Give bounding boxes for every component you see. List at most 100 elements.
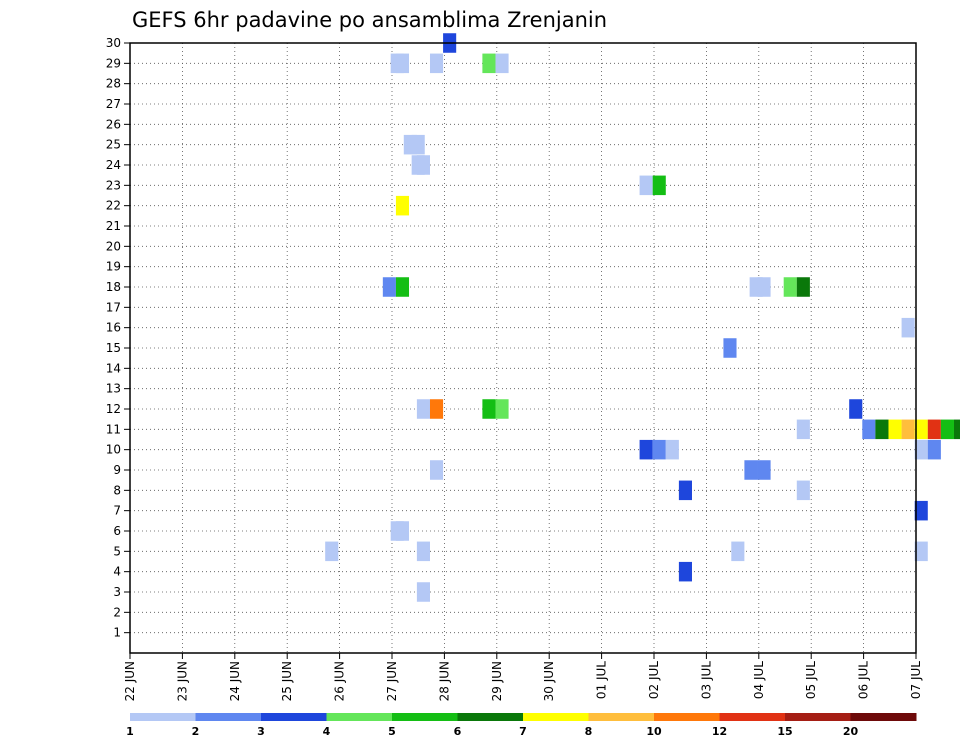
- colorbar-swatch: [130, 713, 196, 721]
- data-cell: [416, 541, 430, 562]
- y-tick-label: 15: [106, 341, 121, 355]
- x-tick-label: 28 JUN: [437, 661, 451, 701]
- colorbar-label: 4: [323, 725, 331, 738]
- data-cell: [914, 500, 928, 521]
- data-cell: [940, 419, 954, 440]
- colorbar-label: 15: [777, 725, 792, 738]
- data-cell: [888, 419, 902, 440]
- data-cell: [395, 53, 410, 74]
- y-tick-label: 12: [106, 402, 121, 416]
- x-tick-label: 30 JUN: [542, 661, 556, 701]
- x-tick-label: 01 JUL: [595, 661, 609, 699]
- data-cell: [382, 277, 396, 297]
- colorbar-swatch: [261, 713, 327, 721]
- x-tick-label: 27 JUN: [385, 661, 399, 701]
- data-cell: [429, 460, 444, 480]
- data-cell: [416, 399, 430, 419]
- data-cell: [796, 419, 810, 440]
- data-cell: [665, 439, 679, 460]
- data-cell: [953, 419, 960, 440]
- y-tick-label: 6: [113, 524, 121, 538]
- colorbar-label: 7: [519, 725, 527, 738]
- data-cell: [411, 134, 425, 155]
- x-tick-label: 25 JUN: [280, 661, 294, 701]
- data-cell: [429, 53, 444, 74]
- colorbar-swatch: [457, 713, 524, 721]
- data-cell: [639, 175, 653, 196]
- data-cell: [652, 439, 666, 460]
- y-tick-label: 27: [106, 97, 121, 111]
- colorbar-swatch: [392, 713, 458, 721]
- y-tick-label: 14: [106, 361, 121, 375]
- colorbar-swatch: [588, 713, 655, 721]
- y-tick-label: 24: [106, 158, 121, 172]
- data-cell: [495, 53, 509, 74]
- data-cell: [482, 53, 496, 74]
- data-cell: [875, 419, 889, 440]
- data-cell: [416, 582, 430, 602]
- data-cell: [914, 419, 928, 440]
- data-cell: [723, 338, 737, 358]
- colorbar-swatch: [195, 713, 262, 721]
- x-tick-label: 22 JUN: [123, 661, 137, 701]
- x-tick-label: 02 JUL: [647, 661, 661, 699]
- x-tick-label: 05 JUL: [804, 661, 818, 699]
- data-cell: [495, 399, 509, 419]
- colorbar-label: 3: [257, 725, 265, 738]
- y-tick-label: 3: [113, 585, 121, 599]
- data-cell: [796, 277, 810, 297]
- x-tick-label: 06 JUL: [857, 661, 871, 699]
- colorbar-label: 10: [646, 725, 662, 738]
- data-cell: [901, 317, 915, 338]
- y-tick-label: 7: [113, 504, 121, 518]
- x-tick-label: 24 JUN: [228, 661, 242, 701]
- colorbar-swatch: [719, 713, 786, 721]
- y-tick-label: 19: [106, 260, 121, 274]
- y-tick-label: 9: [113, 463, 121, 477]
- colorbar-swatch: [785, 713, 851, 721]
- data-cell: [927, 419, 941, 440]
- colorbar-swatch: [654, 713, 720, 721]
- y-tick-label: 8: [113, 483, 121, 497]
- data-cell: [901, 419, 915, 440]
- y-tick-label: 22: [106, 199, 121, 213]
- data-cell: [783, 277, 797, 297]
- y-tick-label: 17: [106, 300, 121, 314]
- y-tick-label: 10: [106, 443, 121, 457]
- data-cell: [429, 399, 444, 419]
- y-tick-label: 28: [106, 77, 121, 91]
- chart-title: GEFS 6hr padavine po ansamblima Zrenjani…: [132, 8, 607, 32]
- y-tick-label: 26: [106, 117, 121, 131]
- data-cells: [325, 33, 960, 602]
- y-tick-label: 25: [106, 138, 121, 152]
- x-tick-label: 07 JUL: [909, 661, 923, 699]
- y-tick-label: 1: [113, 626, 121, 640]
- y-tick-label: 4: [113, 565, 121, 579]
- y-tick-label: 30: [106, 36, 121, 50]
- data-cell: [862, 419, 876, 440]
- data-cell: [482, 399, 496, 419]
- x-axis: 22 JUN 23 JUN 24 JUN 25 JUN 26 JUN 27 JUN 28 J…: [123, 653, 923, 701]
- colorbar-label: 20: [843, 725, 859, 738]
- data-cell: [914, 541, 928, 562]
- data-cell: [639, 439, 653, 460]
- data-cell: [731, 541, 745, 562]
- x-tick-label: 03 JUL: [699, 661, 713, 699]
- y-tick-label: 21: [106, 219, 121, 233]
- y-tick-label: 29: [106, 56, 121, 70]
- y-tick-label: 5: [113, 544, 121, 558]
- y-tick-label: 2: [113, 605, 121, 619]
- data-cell: [927, 439, 941, 460]
- y-tick-label: 18: [106, 280, 121, 294]
- grid-lines: [130, 43, 916, 653]
- data-cell: [652, 175, 666, 196]
- data-cell: [678, 480, 692, 501]
- data-cell: [395, 195, 410, 216]
- data-cell: [325, 541, 339, 562]
- data-cell: [395, 277, 410, 297]
- y-axis: 1234567891011121314151617181920212223242…: [106, 36, 130, 640]
- data-cell: [395, 521, 410, 541]
- data-cell: [416, 155, 430, 175]
- data-cell: [914, 439, 928, 460]
